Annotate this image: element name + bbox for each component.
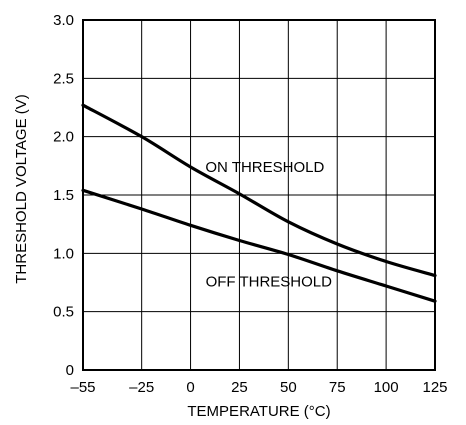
y-tick-label: 2.0 — [53, 129, 74, 146]
y-tick-label: 3.0 — [53, 12, 74, 29]
x-tick-label: 50 — [280, 379, 297, 396]
x-tick-label: –55 — [70, 379, 95, 396]
x-tick-label: 25 — [231, 379, 248, 396]
series-lines — [81, 103, 437, 303]
grid-lines — [82, 19, 436, 371]
y-tick-labels: 0 0.5 1.0 1.5 2.0 2.5 3.0 — [53, 12, 74, 379]
x-tick-label: –25 — [129, 379, 154, 396]
on-threshold-line — [81, 103, 437, 278]
x-tick-label: 0 — [186, 379, 194, 396]
y-tick-label: 0 — [66, 362, 74, 379]
x-tick-label: 100 — [374, 379, 399, 396]
y-tick-label: 1.5 — [53, 187, 74, 204]
y-tick-label: 2.5 — [53, 70, 74, 87]
y-axis-label: THRESHOLD VOLTAGE (V) — [13, 94, 30, 283]
x-tick-label: 75 — [329, 379, 346, 396]
x-tick-labels: –55 –25 0 25 50 75 100 125 — [70, 379, 447, 396]
off-threshold-line — [81, 188, 437, 303]
x-tick-label: 125 — [422, 379, 447, 396]
x-axis-label: TEMPERATURE (°C) — [187, 403, 330, 420]
y-tick-label: 0.5 — [53, 304, 74, 321]
plot-frame — [82, 19, 436, 371]
y-tick-label: 1.0 — [53, 245, 74, 262]
annotation-off-threshold: OFF THRESHOLD — [206, 273, 333, 290]
annotation-on-threshold: ON THRESHOLD — [205, 159, 324, 176]
